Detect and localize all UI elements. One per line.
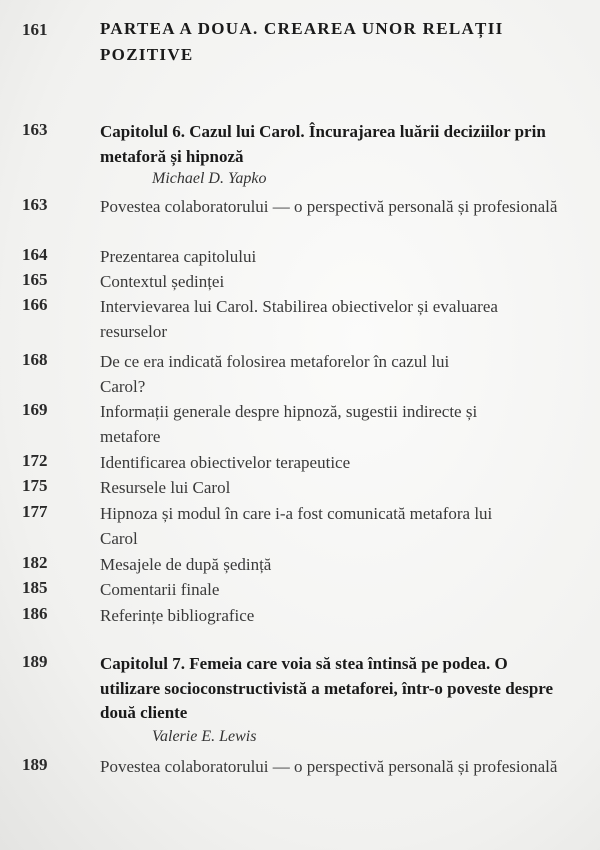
page-number: 182 xyxy=(22,553,48,572)
page-number: 185 xyxy=(22,578,48,597)
section-title: Mesajele de după ședință xyxy=(100,555,272,574)
page-number: 177 xyxy=(22,502,48,521)
chapter-author: Michael D. Yapko xyxy=(152,170,267,187)
page-number: 166 xyxy=(22,295,48,314)
page-number: 169 xyxy=(22,400,48,419)
page-number: 186 xyxy=(22,604,48,623)
page-number: 163 xyxy=(22,120,48,139)
section-title: Referințe bibliografice xyxy=(100,606,255,625)
section-title: Contextul ședinței xyxy=(100,272,225,291)
chapter-author: Valerie E. Lewis xyxy=(152,728,257,745)
part-title: PARTEA A DOUA. CREAREA UNOR RELAȚII POZI… xyxy=(100,19,504,64)
page-number: 161 xyxy=(22,20,48,39)
page-number: 168 xyxy=(22,350,48,369)
section-title: Resursele lui Carol xyxy=(100,478,231,497)
chapter-title: Capitolul 6. Cazul lui Carol. Încurajare… xyxy=(100,122,546,166)
section-title: Comentarii finale xyxy=(100,580,220,599)
page-number: 189 xyxy=(22,652,48,671)
section-title: Povestea colaboratorului — o perspectivă… xyxy=(100,197,558,216)
page-number: 175 xyxy=(22,476,48,495)
section-title: Povestea colaboratorului — o perspectivă… xyxy=(100,757,558,776)
page-number: 172 xyxy=(22,451,48,470)
section-title: Intervievarea lui Carol. Stabilirea obie… xyxy=(100,297,498,341)
page-number: 189 xyxy=(22,755,48,774)
section-title: Informații generale despre hipnoză, suge… xyxy=(100,402,478,446)
section-title: De ce era indicată folosirea metaforelor… xyxy=(100,352,450,396)
chapter-title: Capitolul 7. Femeia care voia să stea în… xyxy=(100,654,554,722)
section-title: Identificarea obiectivelor terapeutice xyxy=(100,453,351,472)
page-number: 163 xyxy=(22,195,48,214)
section-title: Hipnoza și modul în care i-a fost comuni… xyxy=(100,504,493,548)
page-number: 164 xyxy=(22,245,48,264)
section-title: Prezentarea capitolului xyxy=(100,247,257,266)
page-number: 165 xyxy=(22,270,48,289)
